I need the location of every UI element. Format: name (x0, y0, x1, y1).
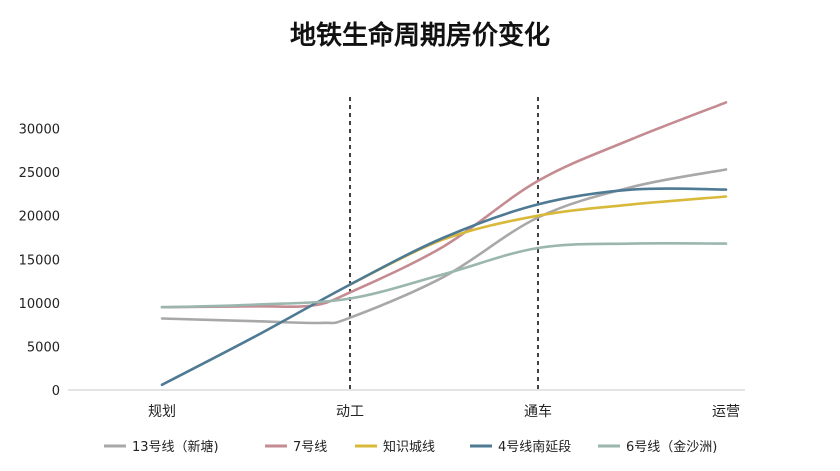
legend-label: 知识城线 (383, 439, 435, 455)
y-tick-label: 20000 (19, 210, 60, 225)
axis-layer: 0 5000 10000 15000 20000 25000 30000 规划 动工 通车 运营 (19, 123, 745, 420)
y-tick-label: 5000 (27, 340, 60, 355)
series-line-4 (160, 187, 728, 387)
y-tick-label: 15000 (19, 253, 60, 268)
vertical-marker-layer (349, 97, 539, 390)
legend: 13号线（新塘) 7号线 知识城线 4号线南延段 6号线（金沙洲) (104, 439, 717, 455)
legend-label: 6号线（金沙洲) (626, 439, 717, 455)
y-tick-label: 0 (52, 384, 60, 399)
series-layer (160, 101, 728, 387)
series-line-2 (160, 101, 728, 309)
series-line-5 (160, 241, 728, 309)
legend-label: 4号线南延段 (498, 439, 571, 455)
legend-label: 13号线（新塘) (132, 439, 219, 455)
x-tick-label: 规划 (148, 404, 176, 420)
x-tick-label: 运营 (712, 404, 740, 420)
y-tick-label: 30000 (19, 123, 60, 138)
chart-title: 地铁生命周期房价变化 (290, 20, 550, 51)
y-tick-label: 10000 (19, 297, 60, 312)
x-tick-label: 通车 (524, 403, 552, 420)
x-tick-label: 动工 (336, 404, 364, 420)
legend-label: 7号线 (293, 440, 327, 455)
y-tick-label: 25000 (19, 166, 60, 181)
